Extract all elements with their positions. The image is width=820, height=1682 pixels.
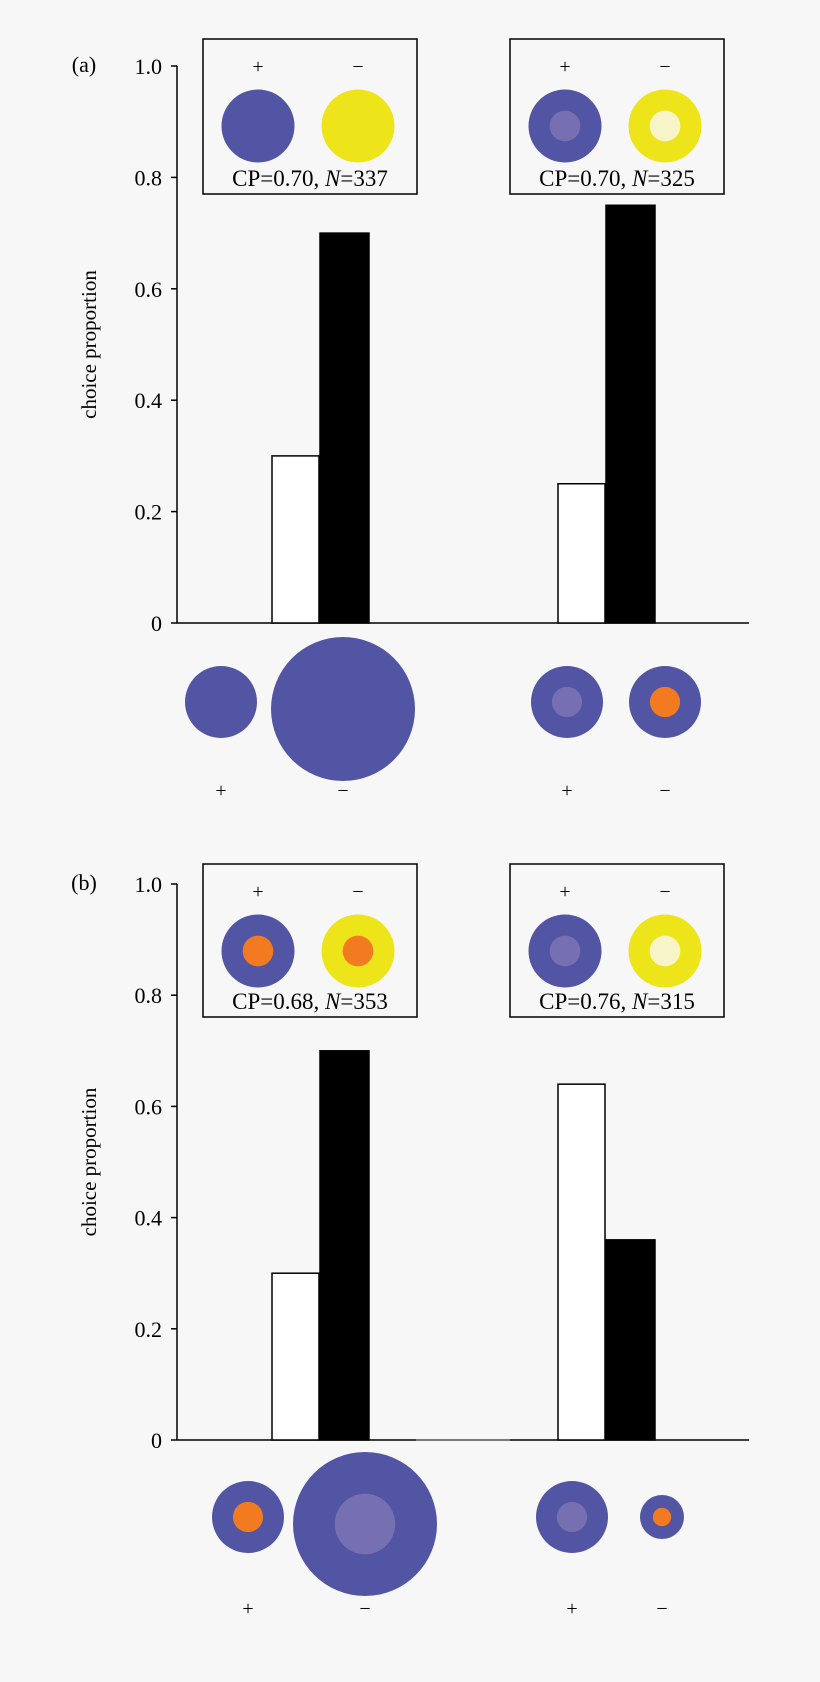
legend-box: + − CP=0.68, N=353 [202,863,418,1018]
n-label: N [631,989,649,1014]
test-stimulus-inner [649,686,681,718]
test-stimulus-label: + [242,1598,253,1620]
y-tick-label: 0.8 [135,983,163,1008]
legend-stimulus-plus-inner [242,935,274,967]
legend-minus-label: − [352,881,363,903]
legend-box: + − CP=0.70, N=325 [509,38,725,195]
bar-rewarded [271,1272,320,1441]
cp-value: CP=0.68, [232,989,325,1014]
legend-stats: CP=0.76, N=315 [539,989,695,1014]
legend-minus-label: − [352,56,363,78]
y-tick-label: 0.2 [135,1317,163,1342]
n-value: =337 [340,166,387,191]
test-stimulus-label: + [561,780,572,802]
test-stimulus-inner [551,686,583,718]
legend-stimulus-plus-outer [221,89,295,163]
bar-rewarded [557,483,606,624]
legend-plus-label: + [559,881,570,903]
legend-plus-label: + [252,56,263,78]
bar-rewarded [271,455,320,624]
y-tick-label: 0.2 [135,500,163,525]
legend-plus-label: + [252,881,263,903]
n-label: N [324,166,342,191]
legend-stats: CP=0.68, N=353 [232,989,388,1014]
test-stimulus-label: − [656,1598,667,1620]
bar-unrewarded [319,232,370,624]
test-stimulus-inner [556,1501,588,1533]
bar-unrewarded [605,204,656,624]
legend-box: + − CP=0.70, N=337 [202,38,418,195]
test-stimulus-label: − [359,1598,370,1620]
legend-stimulus-minus-inner [649,935,681,967]
bar-unrewarded [319,1050,370,1441]
y-axis-label: choice proportion [77,1087,101,1236]
panel-b: (b) 0 0.2 0.4 0.6 0.8 1.0 choice proportion + − CP… [71,863,749,1620]
panel-label: (a) [72,52,96,77]
legend-frame [509,38,725,195]
n-label: N [324,989,342,1014]
cp-value: CP=0.70, [232,166,325,191]
cp-value: CP=0.76, [539,989,632,1014]
test-stimulus-inner [232,1501,264,1533]
legend-box: + − CP=0.76, N=315 [509,863,725,1018]
legend-minus-label: − [659,56,670,78]
test-stimulus-outer [185,666,257,738]
legend-minus-label: − [659,881,670,903]
y-tick-label: 0 [151,1428,162,1453]
test-stimulus-label: + [215,780,226,802]
y-tick-label: 0.6 [135,277,163,302]
legend-stimulus-plus-inner [549,110,581,142]
test-stimulus-label: − [337,780,348,802]
n-label: N [631,166,649,191]
legend-stimulus-minus-inner [342,935,374,967]
legend-stimulus-plus-inner [549,935,581,967]
panel-label: (b) [71,870,97,895]
n-value: =315 [647,989,694,1014]
test-stimulus-label: − [659,780,670,802]
bar-unrewarded [605,1239,656,1441]
y-tick-label: 0 [151,611,162,636]
y-axis-label: choice proportion [77,270,101,419]
legend-plus-label: + [559,56,570,78]
n-value: =353 [340,989,387,1014]
y-tick-label: 0.4 [135,388,163,413]
panel-a: (a) 0 0.2 0.4 0.6 0.8 1.0 choice proportion + − CP… [72,38,749,802]
legend-stimulus-minus-inner [649,110,681,142]
cp-value: CP=0.70, [539,166,632,191]
legend-stats: CP=0.70, N=325 [539,166,695,191]
y-tick-label: 0.8 [135,165,163,190]
y-tick-label: 0.4 [135,1206,163,1231]
legend-frame [202,863,418,1018]
test-stimulus-label: + [566,1598,577,1620]
test-stimulus-inner [334,1493,396,1555]
legend-stats: CP=0.70, N=337 [232,166,388,191]
y-tick-label: 1.0 [135,54,163,79]
y-tick-label: 0.6 [135,1094,163,1119]
y-tick-label: 1.0 [135,872,163,897]
n-value: =325 [647,166,694,191]
legend-stimulus-minus-outer [321,89,395,163]
legend-frame [509,863,725,1018]
bar-rewarded [557,1083,606,1441]
test-stimulus-outer [271,637,415,781]
test-stimulus-inner [652,1507,672,1527]
legend-frame [202,38,418,195]
